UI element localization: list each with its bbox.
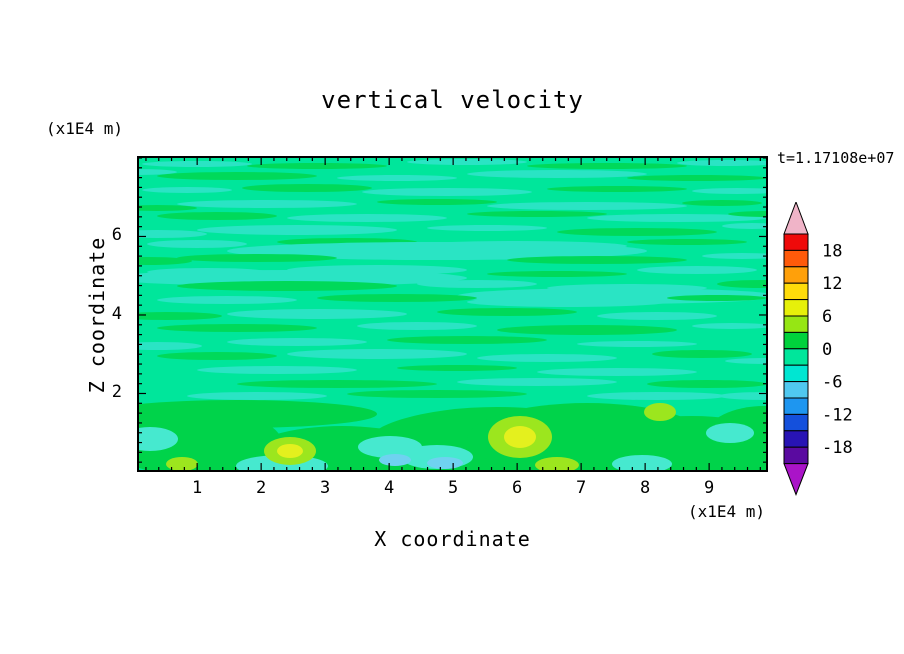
colorbar-tick-label: -6 (822, 373, 842, 393)
x-axis-label: X coordinate (374, 527, 531, 551)
colorbar-tick-label: -18 (822, 438, 853, 458)
y-axis-unit-label: (x1E4 m) (46, 119, 124, 138)
y-tick-label: 2 (111, 382, 122, 403)
colorbar-tick-label: 6 (822, 307, 832, 327)
x-tick-label: 4 (384, 478, 395, 498)
x-axis-unit-label: (x1E4 m) (688, 502, 766, 521)
x-tick-label: 1 (192, 478, 203, 498)
x-tick-label: 6 (512, 478, 523, 498)
colorbar-tick-label: 12 (822, 274, 842, 294)
x-tick-label: 7 (576, 478, 587, 498)
colorbar-tick-label: -12 (822, 405, 853, 425)
colorbar-tick-label: 0 (822, 340, 832, 360)
x-tick-label: 3 (320, 478, 331, 498)
x-tick-label: 8 (640, 478, 651, 498)
y-tick-label: 6 (111, 225, 122, 246)
y-tick-label: 4 (111, 303, 122, 324)
x-tick-label: 9 (703, 478, 715, 498)
contour-plot-area (137, 156, 768, 472)
x-tick-label: 5 (448, 478, 459, 498)
plot-title: vertical velocity (321, 86, 584, 114)
time-label: t=1.17108e+07 (777, 149, 895, 167)
x-tick-label: 2 (256, 478, 267, 498)
colorbar-tick-label: 18 (822, 241, 842, 261)
colorbar: 18 12 6 0 -6 -12 -18 (783, 202, 853, 496)
